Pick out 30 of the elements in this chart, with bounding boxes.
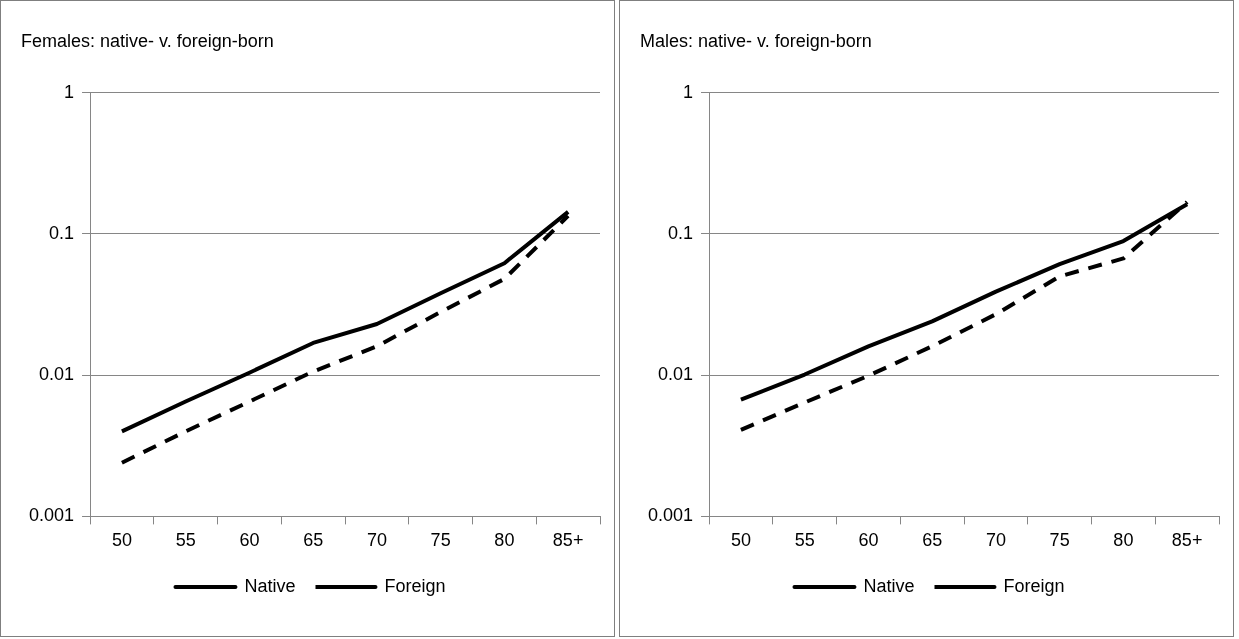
x-tick-label: 80 [1113, 530, 1134, 551]
x-tick-label: 50 [111, 530, 132, 551]
y-tick-label: 1 [683, 81, 694, 102]
legend-label: Native [863, 575, 915, 596]
x-tick-label: 55 [175, 530, 196, 551]
legend-label: Foreign [1003, 575, 1065, 596]
x-tick-label: 70 [985, 530, 1006, 551]
x-tick-label: 85+ [1171, 530, 1203, 551]
chart-title: Males: native- v. foreign-born [640, 30, 872, 51]
x-tick-label: 65 [922, 530, 943, 551]
y-tick-label: 0.1 [49, 222, 75, 243]
y-tick-label: 0.01 [39, 364, 75, 385]
x-tick-label: 50 [730, 530, 751, 551]
x-tick-label: 55 [794, 530, 815, 551]
y-tick-label: 0.01 [658, 364, 694, 385]
x-tick-label: 60 [858, 530, 879, 551]
x-tick-label: 75 [1049, 530, 1070, 551]
chart-title: Females: native- v. foreign-born [21, 30, 274, 51]
y-tick-label: 1 [64, 81, 75, 102]
y-tick-label: 0.001 [648, 505, 694, 526]
x-tick-label: 60 [239, 530, 260, 551]
legend-label: Foreign [384, 575, 446, 596]
x-tick-label: 80 [494, 530, 515, 551]
x-tick-label: 75 [430, 530, 451, 551]
y-tick-label: 0.1 [668, 222, 694, 243]
x-tick-label: 85+ [552, 530, 584, 551]
y-tick-label: 0.001 [29, 505, 75, 526]
legend-label: Native [244, 575, 296, 596]
x-tick-label: 70 [366, 530, 387, 551]
x-tick-label: 65 [303, 530, 324, 551]
